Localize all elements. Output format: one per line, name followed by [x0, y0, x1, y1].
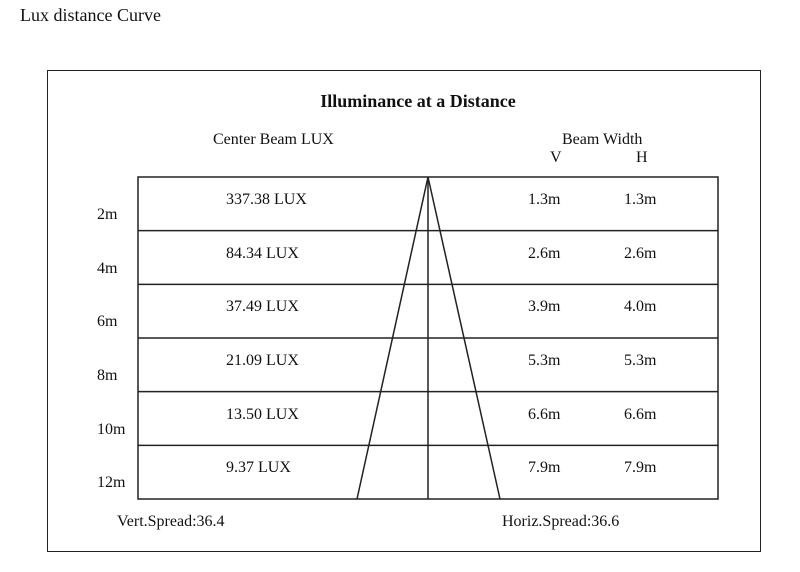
distance-label: 8m — [97, 367, 118, 384]
h-header: H — [636, 149, 648, 166]
beam-width-h: 4.0m — [624, 298, 657, 315]
beam-width-v: 7.9m — [528, 459, 561, 476]
center-beam-header: Center Beam LUX — [213, 131, 334, 148]
lux-value: 9.37 LUX — [226, 459, 291, 476]
beam-width-header: Beam Width — [562, 131, 643, 148]
distance-label: 2m — [97, 206, 118, 223]
beam-width-v: 6.6m — [528, 406, 561, 423]
beam-width-h: 6.6m — [624, 406, 657, 423]
beam-width-v: 1.3m — [528, 191, 561, 208]
diagram-frame — [47, 70, 761, 552]
beam-width-v: 5.3m — [528, 352, 561, 369]
beam-edge-right — [427, 176, 501, 500]
lux-value: 84.34 LUX — [226, 245, 299, 262]
beam-width-h: 5.3m — [624, 352, 657, 369]
beam-width-h: 7.9m — [624, 459, 657, 476]
beam-edge-left — [356, 176, 429, 500]
vert-spread: Vert.Spread:36.4 — [117, 513, 225, 530]
lux-value: 13.50 LUX — [226, 406, 299, 423]
distance-label: 10m — [97, 421, 126, 438]
distance-label: 12m — [97, 474, 126, 491]
page-title: Lux distance Curve — [20, 5, 161, 25]
distance-label: 6m — [97, 313, 118, 330]
beam-width-v: 2.6m — [528, 245, 561, 262]
distance-label: 4m — [97, 260, 118, 277]
beam-width-h: 1.3m — [624, 191, 657, 208]
lux-value: 37.49 LUX — [226, 298, 299, 315]
lux-value: 337.38 LUX — [226, 191, 307, 208]
beam-width-h: 2.6m — [624, 245, 657, 262]
diagram-title: Illuminance at a Distance — [320, 91, 516, 111]
horiz-spread: Horiz.Spread:36.6 — [502, 513, 620, 530]
v-header: V — [550, 149, 562, 166]
beam-width-v: 3.9m — [528, 298, 561, 315]
lux-value: 21.09 LUX — [226, 352, 299, 369]
